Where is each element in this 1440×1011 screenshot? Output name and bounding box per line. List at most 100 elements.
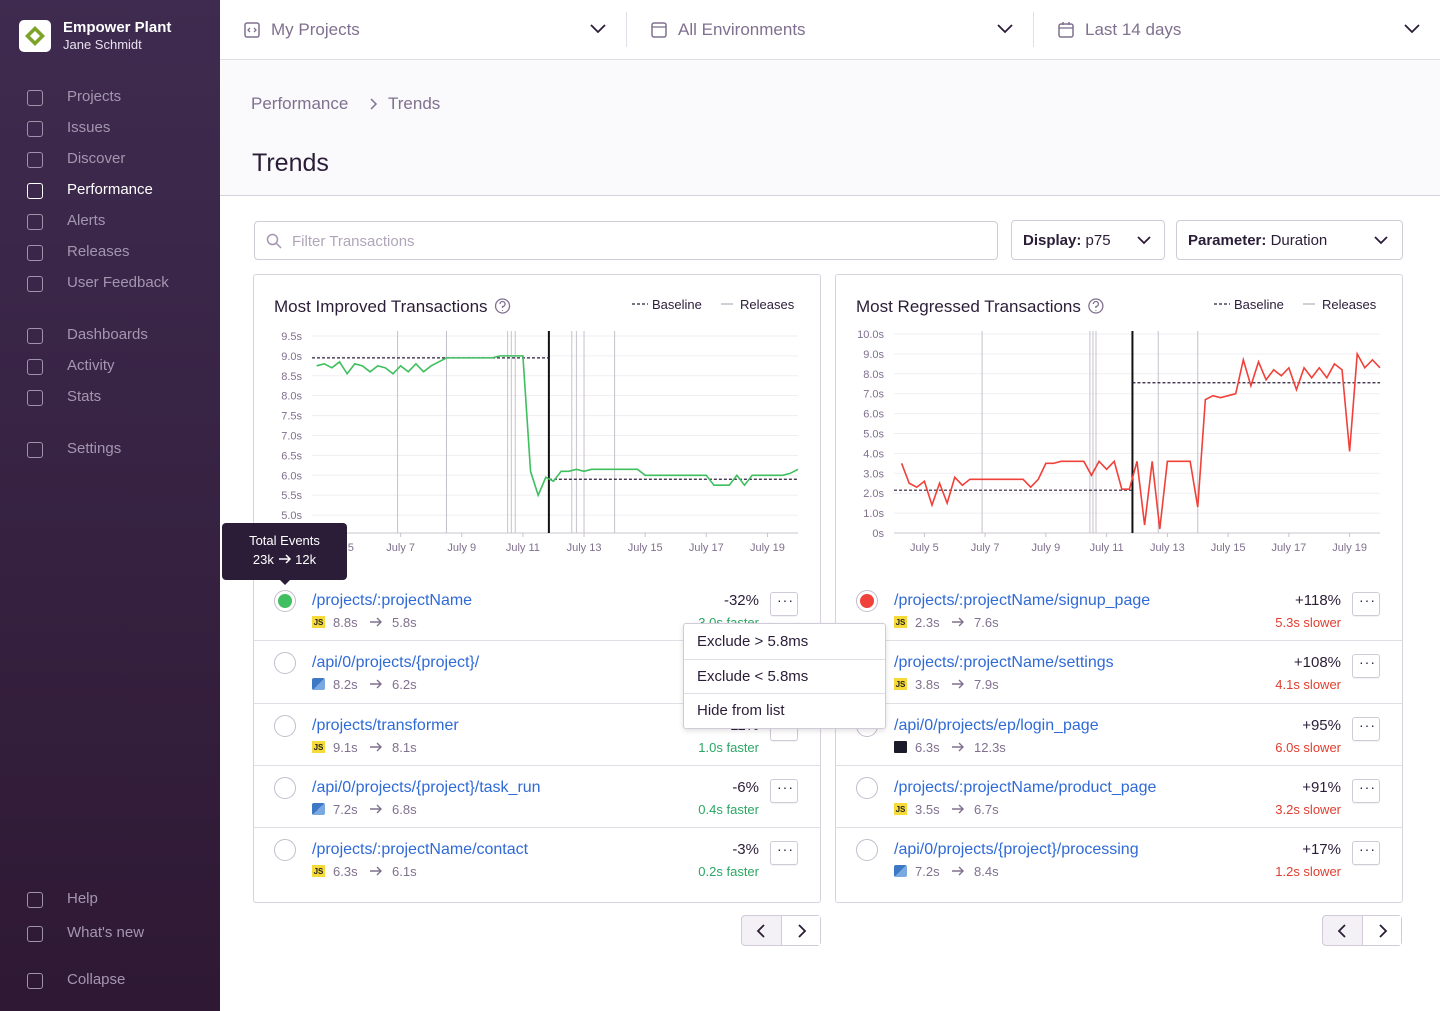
- row-menu-button[interactable]: ···: [770, 841, 798, 866]
- row-radio[interactable]: [274, 839, 296, 862]
- y-tick-label: 6.0s: [281, 470, 302, 482]
- environment-selector[interactable]: All Environments: [678, 20, 806, 39]
- transaction-link[interactable]: /projects/:projectName/settings: [894, 654, 1114, 672]
- nav-icon: [27, 359, 43, 375]
- prev-button[interactable]: [1337, 924, 1347, 938]
- change-percent: -3%: [732, 841, 759, 859]
- row-menu-button[interactable]: ···: [1352, 778, 1380, 803]
- transaction-link[interactable]: /projects/:projectName/signup_page: [894, 592, 1151, 609]
- y-tick-label: 7.5s: [281, 411, 302, 423]
- nav-item[interactable]: Dashboards: [67, 326, 148, 343]
- help-mark: [499, 300, 506, 311]
- nav-item[interactable]: Collapse: [67, 971, 126, 988]
- display-value: p75: [1085, 232, 1111, 249]
- arrow-icon: [952, 742, 964, 752]
- platform-icon: [894, 865, 907, 878]
- period-selector[interactable]: Last 14 days: [1085, 20, 1182, 39]
- platform-badge: JS: [894, 802, 907, 815]
- platform-icon: [312, 802, 325, 815]
- row-radio[interactable]: [856, 590, 878, 612]
- y-tick-label: 7.0s: [863, 389, 884, 401]
- arrow: [370, 804, 382, 814]
- row-divider: [836, 640, 1402, 642]
- duration-after: 5.8s: [392, 615, 417, 630]
- transaction-link[interactable]: /api/0/projects/{project}/processing: [894, 841, 1139, 859]
- row-radio[interactable]: [274, 652, 296, 675]
- transaction-link[interactable]: /projects/:projectName: [312, 592, 473, 609]
- parameter-selector[interactable]: Parameter: Duration: [1176, 220, 1403, 260]
- breadcrumb[interactable]: Performance: [251, 94, 349, 113]
- help-circle: [1088, 298, 1104, 314]
- row-radio[interactable]: [274, 776, 296, 799]
- duration-after: 12.3s: [974, 739, 1006, 755]
- nav-icon: [27, 245, 43, 261]
- platform-badge: JS: [894, 678, 907, 691]
- row-radio[interactable]: [856, 776, 878, 799]
- row-menu-button[interactable]: ···: [1352, 716, 1380, 741]
- nav-item[interactable]: Issues: [67, 119, 111, 136]
- row-radio[interactable]: [274, 590, 296, 612]
- sidebar: Empower Plant Jane Schmidt Projects Issue…: [0, 0, 220, 1011]
- page-title: Trends: [252, 149, 329, 177]
- duration-after: 6.7s: [974, 801, 999, 817]
- menu-item[interactable]: Exclude < 5.8ms: [697, 667, 809, 685]
- nav-item[interactable]: Projects: [67, 88, 122, 105]
- nav-icon: [27, 390, 43, 406]
- y-tick-label: 9.0s: [281, 351, 302, 363]
- row-menu-button[interactable]: ···: [1352, 841, 1380, 866]
- transaction-link[interactable]: /projects/:projectName/product_page: [894, 778, 1157, 796]
- change-percent: -6%: [732, 778, 759, 796]
- nav-item[interactable]: What's new: [67, 924, 145, 941]
- ellipsis: ···: [1359, 716, 1376, 733]
- change-percent: +108%: [1293, 654, 1341, 672]
- transaction-link[interactable]: /projects/transformer: [312, 716, 459, 734]
- platform-badge: JS: [312, 740, 325, 753]
- arrow-icon: [370, 679, 382, 689]
- nav-item[interactable]: Stats: [67, 388, 102, 405]
- row-menu-button[interactable]: ···: [770, 778, 798, 803]
- divider: [1033, 12, 1034, 47]
- arrow: [370, 679, 382, 689]
- next-button[interactable]: [797, 924, 807, 938]
- prev-button[interactable]: [756, 924, 766, 938]
- nav-item[interactable]: Alerts: [67, 212, 106, 229]
- tooltip: Total Events 23k 12k: [222, 523, 347, 585]
- transaction-link[interactable]: /api/0/projects/ep/login_page: [894, 716, 1099, 734]
- transaction-link[interactable]: /projects/:projectName/contact: [312, 841, 529, 859]
- change-diff: 0.2s faster: [698, 864, 759, 880]
- project-selector[interactable]: My Projects: [271, 20, 360, 39]
- chart: Most Improved Transactions Baseline Releas…: [274, 297, 799, 554]
- nav-item[interactable]: Help: [67, 890, 98, 907]
- change-percent: +95%: [1302, 716, 1341, 734]
- transaction-link[interactable]: /api/0/projects/{project}/: [312, 654, 480, 672]
- nav-item[interactable]: Performance: [67, 181, 153, 198]
- y-tick-label: 8.0s: [281, 391, 302, 403]
- nav-item[interactable]: Settings: [67, 440, 122, 457]
- display-selector[interactable]: Display: p75: [1011, 220, 1165, 260]
- filter-input[interactable]: Filter Transactions: [254, 221, 998, 260]
- nav-icon: [27, 121, 43, 137]
- row-menu-button[interactable]: ···: [770, 592, 798, 616]
- menu-item[interactable]: Hide from list: [697, 702, 785, 719]
- x-tick-label: July 9: [1032, 542, 1061, 554]
- ellipsis: ···: [777, 778, 794, 795]
- legend-label: Baseline: [652, 297, 702, 312]
- change-diff: 1.0s faster: [698, 739, 759, 755]
- row-menu-button[interactable]: ···: [1352, 654, 1380, 679]
- row-menu-button[interactable]: ···: [1352, 592, 1380, 616]
- nav-item[interactable]: User Feedback: [67, 274, 169, 291]
- nav-item[interactable]: Activity: [67, 357, 115, 374]
- next-button[interactable]: [1378, 924, 1388, 938]
- row-radio[interactable]: [274, 714, 296, 737]
- nav-item[interactable]: Discover: [67, 150, 126, 167]
- row-radio[interactable]: [856, 839, 878, 862]
- nav-item[interactable]: Releases: [67, 243, 130, 260]
- transaction-link[interactable]: /api/0/projects/{project}/task_run: [312, 778, 541, 796]
- y-tick-label: 6.5s: [281, 450, 302, 462]
- regressed-panel: [835, 274, 1403, 903]
- change-diff: 5.3s slower: [1275, 615, 1341, 630]
- x-tick-label: July 11: [1090, 542, 1124, 554]
- y-tick-label: 2.0s: [863, 488, 884, 500]
- org-name[interactable]: Empower Plant: [63, 19, 172, 36]
- menu-item[interactable]: Exclude > 5.8ms: [697, 633, 809, 650]
